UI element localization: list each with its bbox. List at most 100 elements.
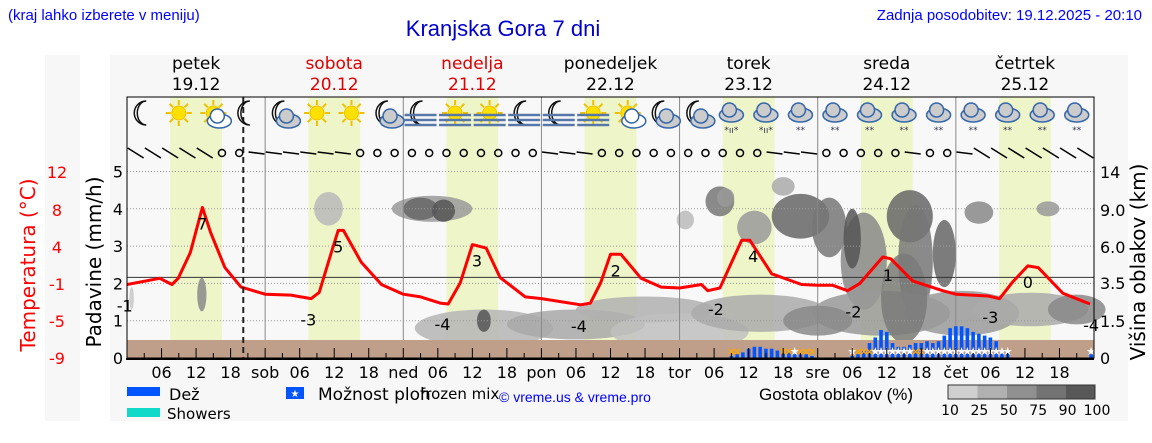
cloud-density-swatch — [948, 385, 978, 399]
temperature-label: 1 — [883, 266, 893, 285]
sun-ray — [183, 103, 189, 109]
snow-cloud-icon: ** — [1029, 102, 1055, 136]
cloud-shape — [624, 108, 640, 124]
sun-cloud-icon — [614, 100, 647, 129]
sun-icon — [303, 100, 330, 126]
frozen-mix-marker: × — [865, 345, 874, 358]
day-date: 20.12 — [310, 75, 359, 95]
wind-calm-icon — [683, 148, 693, 158]
snow-marker: ★ — [974, 345, 984, 358]
cloud-density-swatch — [1036, 385, 1066, 399]
cloud-layer — [843, 208, 861, 269]
sun-ray — [168, 117, 174, 123]
x-tick-label: 18 — [635, 363, 655, 382]
frozen-mix-marker: × — [807, 345, 816, 358]
wind-barb-icon — [559, 151, 576, 155]
snow-marker: ★ — [790, 345, 800, 358]
precip-tick-label: 3 — [113, 237, 123, 256]
cloud-layer — [1047, 294, 1106, 325]
rain-bar — [936, 341, 941, 358]
wind-barb-icon — [144, 147, 162, 159]
snowflakes: *ıı* — [724, 126, 739, 136]
snow-marker: ★ — [1086, 345, 1096, 358]
snow-cloud-icon: ** — [994, 102, 1021, 136]
rain-bar — [902, 346, 906, 358]
wind-calm-icon — [511, 148, 520, 158]
sun-ray — [598, 103, 604, 109]
x-tick-label: 06 — [566, 363, 586, 382]
cloud-density-swatch — [1006, 385, 1037, 399]
sun-ray — [617, 103, 623, 109]
rain-bar — [925, 341, 929, 358]
sun-ray — [183, 117, 189, 123]
cloud-shape — [209, 108, 226, 124]
sun-ray — [203, 103, 209, 109]
rain-bar — [954, 326, 958, 358]
wind-calm-icon — [839, 148, 848, 158]
sun-fog-icon — [577, 100, 610, 127]
wind-calm-icon — [528, 148, 538, 158]
wind-calm-icon — [597, 148, 607, 158]
sun-ray — [494, 103, 500, 109]
temperature-label: -3 — [300, 311, 316, 330]
snow-rain-cloud-icon: *ıı* — [753, 102, 779, 136]
cloud-height-axis-title: Višina oblakov (km) — [1126, 164, 1150, 361]
legend-snow-star: ★ — [291, 389, 300, 400]
rain-bar — [994, 341, 998, 358]
wind-calm-icon — [942, 148, 952, 158]
rain-bar — [856, 354, 860, 358]
snow-marker: ★ — [888, 345, 898, 358]
precip-tick-label: 0 — [113, 349, 123, 368]
wind-calm-icon — [614, 148, 624, 158]
wind-barb-icon — [766, 151, 783, 155]
sun-ray — [356, 103, 362, 109]
wind-barb-icon — [1076, 147, 1094, 159]
cloud-layer — [964, 201, 994, 224]
snow-marker: ★ — [991, 345, 1001, 358]
snow-marker: ★ — [922, 345, 932, 358]
precip-tick-label: 5 — [113, 163, 123, 182]
wind-barb-icon — [956, 151, 973, 155]
x-tick-label: 12 — [738, 363, 758, 382]
cloud-shape — [721, 102, 738, 118]
temp-tick-label: 12 — [47, 163, 67, 182]
cloud-layer — [1036, 201, 1060, 217]
cloud-layer — [811, 197, 847, 258]
rain-bar — [769, 348, 774, 358]
moon-cloud-icon — [375, 100, 405, 129]
cloud-shape — [693, 108, 709, 124]
x-tick-label: tor — [668, 363, 691, 382]
rain-bar — [982, 335, 987, 358]
wind-calm-icon — [459, 148, 468, 158]
snow-marker: ★ — [968, 345, 978, 358]
snow-marker: ★ — [997, 345, 1007, 358]
sun-fog-icon — [473, 100, 506, 127]
snow-marker: ★ — [905, 345, 915, 358]
sun-cloud-icon — [200, 100, 233, 129]
wind-calm-icon — [217, 148, 227, 158]
x-tick-label: 12 — [324, 363, 344, 382]
snowflakes: ** — [934, 126, 944, 136]
rain-bar — [908, 344, 912, 358]
snowflakes: *ıı* — [759, 126, 774, 136]
copyright-link[interactable]: © vreme.us & vreme.pro — [499, 389, 651, 405]
snow-marker: ★ — [876, 345, 886, 358]
temperature-label: -3 — [982, 308, 998, 327]
frozen-mix-marker: × — [733, 345, 742, 358]
wind-calm-icon — [234, 148, 244, 158]
x-tick-label: 18 — [773, 363, 793, 382]
moon-shape — [237, 100, 250, 126]
cloud-density-swatch — [977, 385, 1007, 399]
sun-icon — [338, 100, 365, 126]
frozen-mix-marker: × — [859, 345, 868, 358]
rain-bar — [884, 331, 889, 358]
snowflakes: ** — [1038, 126, 1048, 136]
cloud-density-tick: 90 — [1059, 403, 1077, 419]
moon-cloud-icon — [651, 100, 682, 129]
rain-bar — [810, 356, 814, 358]
frozen-mix-marker: × — [911, 345, 920, 358]
snow-cloud-icon: ** — [787, 102, 814, 136]
rain-bar — [890, 343, 895, 358]
sun-ray — [583, 103, 589, 109]
day-name: nedelja — [441, 54, 503, 74]
